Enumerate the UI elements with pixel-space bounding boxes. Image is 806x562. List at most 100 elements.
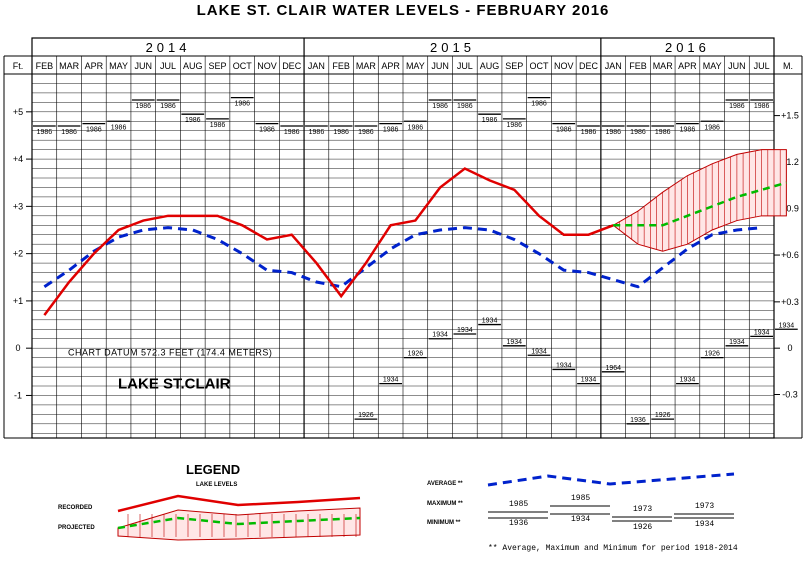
month-label: FEB	[332, 61, 350, 71]
month-label: JUN	[728, 61, 746, 71]
minimum-year-label: 1926	[704, 351, 720, 358]
month-label: DEC	[282, 61, 302, 71]
month-label: SEP	[208, 61, 226, 71]
datum-label: CHART DATUM 572.3 FEET (174.4 METERS)	[68, 347, 272, 357]
chart-title: LAKE ST. CLAIR WATER LEVELS - FEBRUARY 2…	[196, 2, 610, 19]
maximum-year-label: 1986	[754, 103, 770, 110]
right-tick-label: -0.3	[782, 390, 798, 400]
right-tick-label: 0	[787, 343, 792, 353]
maximum-year-label: 1986	[160, 103, 176, 110]
month-label: MAR	[653, 61, 674, 71]
month-label: MAY	[406, 61, 425, 71]
month-label: APR	[85, 61, 104, 71]
legend-recorded-label: RECORDED	[58, 505, 93, 511]
left-tick-label: +4	[13, 154, 23, 164]
year-header-2016: 2016	[665, 40, 710, 55]
right-tick-label: +0.6	[781, 250, 799, 260]
legend-minimum-label: MINIMUM **	[427, 520, 461, 526]
legend-max-year-4: 1973	[695, 502, 715, 511]
month-label: DEC	[579, 61, 599, 71]
month-label: JUL	[457, 61, 473, 71]
legend-average-label: AVERAGE **	[427, 481, 463, 487]
left-tick-label: +5	[13, 107, 23, 117]
maximum-year-label: 1986	[408, 124, 424, 131]
minimum-year-label: 1926	[408, 351, 424, 358]
minimum-year-label: 1926	[655, 412, 671, 419]
month-label: JUN	[135, 61, 153, 71]
legend-max-year-3: 1973	[633, 505, 653, 514]
maximum-year-label: 1986	[86, 127, 102, 134]
maximum-year-label: 1986	[185, 117, 201, 124]
minimum-year-label: 1926	[358, 412, 374, 419]
maximum-year-label: 1986	[136, 103, 152, 110]
maximum-year-label: 1986	[61, 129, 77, 136]
minimum-year-label: 1934	[556, 362, 572, 369]
legend-projected-label: PROJECTED	[58, 525, 95, 531]
legend-min-year-4: 1934	[695, 520, 715, 529]
month-label: FEB	[629, 61, 647, 71]
month-label: JAN	[605, 61, 622, 71]
minimum-year-label: 1934	[432, 332, 448, 339]
minimum-year-label: 1934	[531, 348, 547, 355]
minimum-year-label: 1934	[457, 327, 473, 334]
left-tick-label: +3	[13, 201, 23, 211]
minimum-year-label: 1934	[383, 377, 399, 384]
legend-min-year-3: 1926	[633, 523, 653, 532]
month-label: APR	[678, 61, 697, 71]
legend-min-year-2: 1934	[571, 515, 591, 524]
legend-min-year-1: 1936	[509, 519, 529, 528]
maximum-year-label: 1986	[704, 124, 720, 131]
month-label: NOV	[554, 61, 574, 71]
minimum-year-label: 1934	[680, 377, 696, 384]
maximum-year-label: 1986	[259, 127, 275, 134]
minimum-year-label: 1934	[729, 339, 745, 346]
month-label: AUG	[480, 61, 500, 71]
month-label: MAR	[356, 61, 377, 71]
minimum-year-label: 1964	[605, 365, 621, 372]
maximum-year-label: 1986	[432, 103, 448, 110]
left-tick-label: +2	[13, 249, 23, 259]
month-label: MAY	[109, 61, 128, 71]
legend-recorded-line	[117, 494, 361, 513]
right-tick-label: +0.9	[781, 204, 799, 214]
lake-label: LAKE ST.CLAIR	[118, 375, 231, 392]
maximum-year-label: 1986	[482, 117, 498, 124]
maximum-year-label: 1986	[210, 122, 226, 129]
maximum-year-label: 1986	[457, 103, 473, 110]
maximum-year-label: 1986	[284, 129, 300, 136]
projected-series	[613, 181, 787, 227]
maximum-year-label: 1986	[37, 129, 53, 136]
maximum-year-label: 1986	[234, 101, 250, 108]
legend-maximum-label: MAXIMUM **	[427, 501, 463, 507]
left-axis-unit: Ft.	[13, 61, 24, 71]
right-tick-label: +1.2	[781, 157, 799, 167]
right-axis-unit: M.	[783, 61, 793, 71]
minimum-year-label: 1934	[507, 339, 523, 346]
maximum-year-label: 1986	[605, 129, 621, 136]
maximum-year-label: 1986	[383, 127, 399, 134]
year-header-2014: 2014	[146, 40, 191, 55]
legend-projected-line	[117, 516, 361, 530]
month-label: MAY	[703, 61, 722, 71]
month-label: JUL	[160, 61, 176, 71]
maximum-year-label: 1986	[680, 127, 696, 134]
maximum-year-label: 1986	[111, 124, 127, 131]
legend-max-year-1: 1985	[509, 500, 529, 509]
recorded-series	[43, 167, 614, 316]
legend-max-year-2: 1985	[571, 494, 591, 503]
month-label: JAN	[308, 61, 325, 71]
maximum-year-label: 1986	[655, 129, 671, 136]
left-tick-label: 0	[15, 343, 20, 353]
right-tick-label: +1.5	[781, 111, 799, 121]
minimum-year-label: 1934	[482, 318, 498, 325]
month-label: JUN	[431, 61, 449, 71]
month-label: SEP	[505, 61, 523, 71]
maximum-year-label: 1986	[556, 127, 572, 134]
maximum-year-label: 1986	[309, 129, 325, 136]
maximum-year-label: 1986	[531, 101, 547, 108]
minimum-year-label: 1934	[581, 377, 597, 384]
month-label: FEB	[36, 61, 54, 71]
month-label: APR	[381, 61, 400, 71]
right-tick-label: +0.3	[781, 297, 799, 307]
